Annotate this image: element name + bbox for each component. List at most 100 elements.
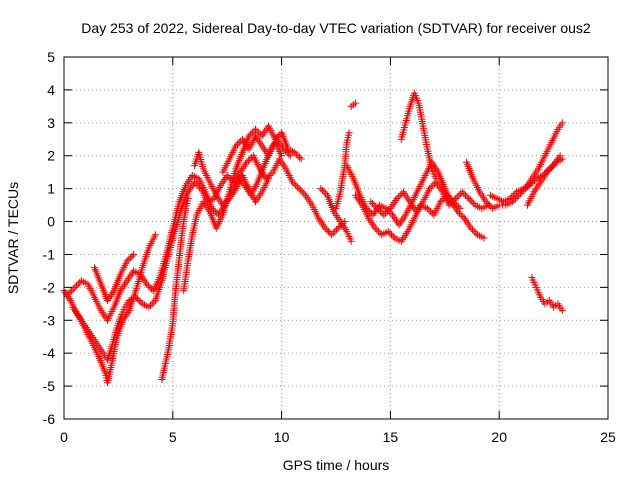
data-point	[234, 140, 242, 148]
data-point	[292, 150, 300, 158]
y-tick-label: -3	[43, 312, 56, 328]
data-point	[235, 139, 243, 147]
data-point	[225, 173, 233, 181]
data-point	[328, 231, 336, 239]
y-tick-label: 0	[47, 214, 55, 230]
data-point	[376, 229, 384, 237]
data-point	[527, 180, 535, 188]
data-point	[380, 211, 388, 219]
data-point	[347, 237, 355, 245]
data-point	[143, 280, 151, 288]
data-point	[224, 196, 232, 204]
data-point	[506, 195, 514, 203]
y-tick-label: 1	[47, 181, 55, 197]
data-point	[457, 211, 465, 219]
x-axis-label: GPS time / hours	[283, 457, 390, 473]
data-point	[460, 190, 468, 198]
data-point	[367, 198, 375, 206]
y-axis-label: SDTVAR / TECUs	[5, 182, 21, 294]
data-point	[375, 206, 383, 214]
data-point	[383, 208, 391, 216]
data-point	[135, 297, 143, 305]
data-point	[295, 185, 303, 193]
data-point	[71, 283, 79, 291]
data-point	[426, 185, 434, 193]
data-point	[508, 193, 516, 201]
data-point	[470, 227, 478, 235]
data-point	[192, 180, 200, 188]
data-point	[321, 224, 329, 232]
data-point	[386, 229, 394, 237]
data-point	[529, 178, 537, 186]
data-point	[384, 227, 392, 235]
data-point	[148, 300, 156, 308]
data-point	[288, 178, 296, 186]
data-point	[300, 190, 308, 198]
data-point	[265, 175, 273, 183]
data-point	[454, 203, 462, 211]
data-point	[382, 209, 390, 217]
data-point	[320, 188, 328, 196]
data-point	[76, 278, 84, 286]
data-point	[278, 152, 286, 160]
chart-title: Day 253 of 2022, Sidereal Day-to-day VTE…	[81, 20, 591, 36]
data-point	[458, 188, 466, 196]
data-point	[298, 188, 306, 196]
data-point	[322, 190, 330, 198]
x-tick-label: 10	[274, 429, 290, 445]
data-point	[274, 132, 282, 140]
data-point	[470, 199, 478, 207]
data-point	[345, 129, 353, 137]
data-point	[334, 224, 342, 232]
data-point	[452, 195, 460, 203]
data-point	[323, 226, 331, 234]
data-point	[543, 168, 551, 176]
data-point	[219, 201, 227, 209]
grid-lines	[64, 57, 608, 419]
data-point	[264, 173, 272, 181]
data-point	[145, 303, 153, 311]
data-point	[251, 125, 259, 133]
data-point	[68, 287, 76, 295]
data-point	[273, 134, 281, 142]
data-point	[223, 171, 231, 179]
data-point	[296, 153, 304, 161]
y-tick-label: -6	[43, 411, 56, 427]
data-point	[556, 152, 564, 160]
data-point	[445, 201, 453, 209]
data-point	[448, 198, 456, 206]
data-point	[336, 222, 344, 230]
data-point	[484, 199, 492, 207]
data-point	[245, 132, 253, 140]
data-point	[248, 129, 256, 137]
data-point	[220, 199, 228, 207]
data-point	[482, 198, 490, 206]
data-point	[293, 183, 301, 191]
data-point	[389, 232, 397, 240]
data-point	[423, 204, 431, 212]
y-tick-label: -4	[43, 345, 56, 361]
data-point	[456, 204, 464, 212]
data-point	[318, 186, 326, 194]
x-tick-label: 20	[491, 429, 507, 445]
data-point	[128, 252, 136, 260]
data-point	[292, 181, 300, 189]
data-point	[438, 196, 446, 204]
data-point	[184, 195, 192, 203]
x-tick-label: 15	[383, 429, 399, 445]
data-point	[373, 204, 381, 212]
y-tick-label: 2	[47, 148, 55, 164]
data-points	[60, 89, 566, 387]
data-point	[74, 280, 82, 288]
data-point	[246, 155, 254, 163]
y-tick-label: 4	[47, 82, 55, 98]
data-point	[243, 158, 251, 166]
data-point	[450, 196, 458, 204]
y-tick-label: -2	[43, 279, 56, 295]
data-point	[368, 199, 376, 207]
data-point	[374, 227, 382, 235]
data-point	[509, 191, 517, 199]
data-point	[461, 191, 469, 199]
data-point	[558, 119, 566, 127]
